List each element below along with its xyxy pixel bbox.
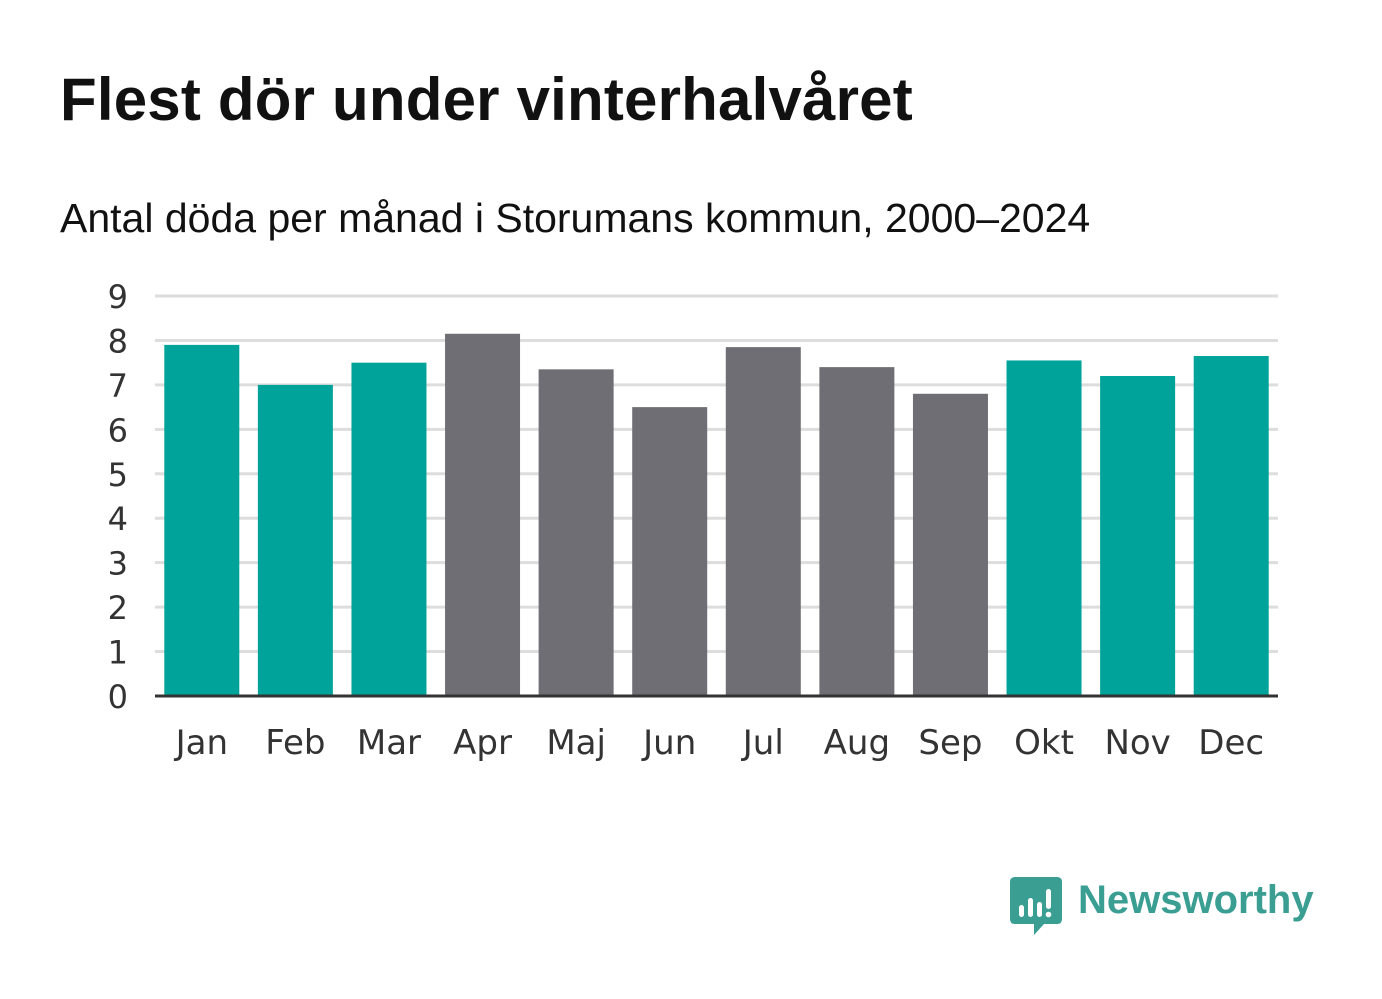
- y-tick-label-2: 2: [108, 589, 128, 627]
- y-tick-label-9: 9: [108, 278, 128, 316]
- gridlines: [155, 294, 1278, 654]
- x-tick-label-feb: Feb: [265, 723, 325, 763]
- brand-name: Newsworthy: [1078, 878, 1314, 922]
- y-tick-label-5: 5: [108, 456, 128, 494]
- x-tick-label-nov: Nov: [1104, 723, 1170, 763]
- x-axis-tick-labels: Jan Feb Mar Apr Maj Jun Jul Aug Sep Okt Nov Dec: [174, 723, 1265, 763]
- x-tick-label-sep: Sep: [918, 723, 982, 763]
- x-tick-label-apr: Apr: [453, 723, 512, 763]
- x-tick-label-dec: Dec: [1198, 723, 1264, 763]
- x-tick-label-jun: Jun: [641, 723, 696, 763]
- bar-jun: [632, 407, 708, 696]
- y-tick-label-3: 3: [108, 545, 128, 583]
- bar-aug: [819, 367, 895, 696]
- bar-sep: [912, 393, 988, 696]
- x-tick-label-aug: Aug: [824, 723, 890, 763]
- chart-title: Flest dör under vinterhalvåret: [60, 66, 913, 133]
- bar-dec: [1193, 356, 1269, 696]
- chart-subtitle: Antal döda per månad i Storumans kommun,…: [60, 195, 1091, 241]
- x-tick-label-mar: Mar: [357, 723, 421, 763]
- bars: [164, 333, 1269, 696]
- brand-logo: Newsworthy: [1010, 876, 1314, 940]
- bar-jul: [725, 347, 801, 696]
- y-tick-label-8: 8: [108, 322, 128, 360]
- y-tick-label-6: 6: [108, 411, 128, 449]
- x-tick-label-jan: Jan: [174, 723, 228, 763]
- y-tick-label-7: 7: [108, 367, 128, 405]
- bar-nov: [1100, 376, 1176, 696]
- x-tick-label-maj: Maj: [546, 723, 606, 763]
- bar-apr: [445, 333, 521, 696]
- bar-mar: [351, 362, 427, 696]
- y-tick-label-4: 4: [108, 500, 128, 538]
- bar-feb: [257, 384, 333, 696]
- y-tick-label-1: 1: [108, 634, 128, 672]
- bar-okt: [1006, 360, 1082, 696]
- x-tick-label-okt: Okt: [1014, 723, 1074, 763]
- y-tick-label-0: 0: [108, 678, 128, 716]
- bar-maj: [538, 369, 614, 696]
- bar-jan: [164, 344, 240, 696]
- x-tick-label-jul: Jul: [741, 723, 784, 763]
- y-axis-tick-labels: 0 1 2 3 4 5 6 7 8 9: [108, 278, 128, 716]
- newsworthy-logo-icon: [1010, 877, 1062, 935]
